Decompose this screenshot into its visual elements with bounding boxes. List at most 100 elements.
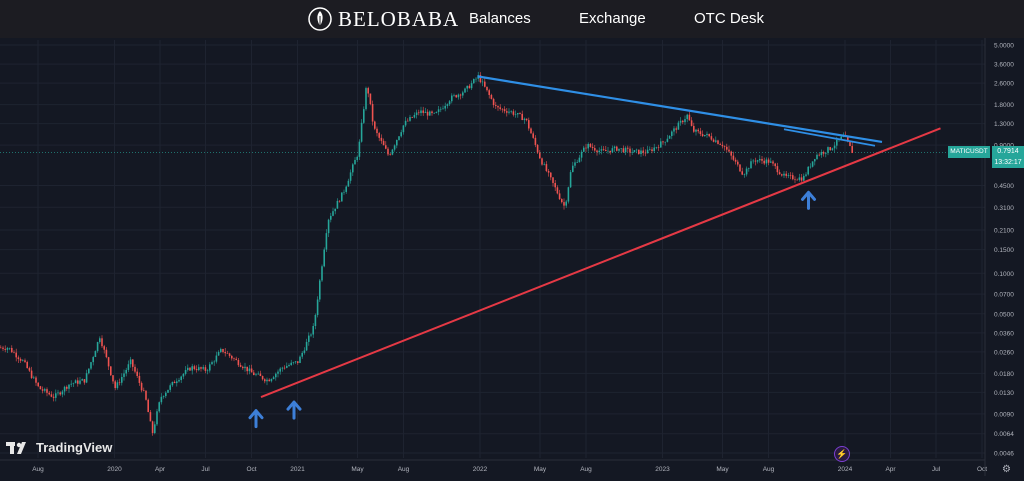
candle-body	[231, 355, 233, 359]
candle-body	[745, 168, 748, 175]
candle-body	[682, 120, 684, 123]
y-tick-label: 0.0500	[994, 311, 1014, 318]
candle-body	[486, 86, 488, 91]
candle-body	[415, 112, 418, 115]
candle-body	[457, 94, 460, 98]
candle-body	[657, 147, 660, 148]
candle-body	[772, 161, 774, 164]
candle-body	[385, 145, 387, 149]
candle-body	[770, 161, 772, 163]
price-chart[interactable]: 5.00003.60002.60001.80001.30000.90000.45…	[0, 38, 1024, 476]
candle-body	[699, 131, 702, 135]
candle-body	[180, 376, 182, 381]
candle-body	[308, 335, 310, 342]
nav-balances[interactable]: Balances	[469, 10, 531, 27]
candle-body	[728, 149, 730, 152]
candle-body	[198, 367, 200, 371]
y-tick-label: 0.1000	[994, 271, 1014, 278]
candle-body	[778, 172, 781, 175]
candle-body	[347, 180, 350, 187]
x-tick-label: Aug	[580, 466, 592, 473]
y-tick-label: 0.0046	[994, 451, 1014, 458]
candle-body	[19, 359, 22, 361]
brand-logo[interactable]: BELOBABA	[308, 5, 459, 33]
lightning-icon[interactable]: ⚡	[834, 446, 850, 462]
candle-body	[305, 341, 308, 351]
symbol-badge: MATICUSDT	[948, 146, 990, 168]
candle-body	[787, 175, 790, 176]
candle-body	[380, 137, 383, 141]
candle-body	[484, 81, 486, 87]
y-tick-label: 3.6000	[994, 62, 1014, 69]
candle-body	[635, 149, 638, 151]
candle-body	[55, 393, 57, 398]
candle-body	[488, 90, 490, 95]
candle-body	[686, 114, 688, 120]
candle-body	[624, 147, 627, 153]
candle-body	[299, 356, 301, 363]
candle-body	[103, 346, 105, 350]
candle-body	[61, 391, 64, 395]
candle-body	[246, 366, 248, 372]
candle-body	[393, 145, 396, 150]
candle-body	[356, 156, 358, 160]
candle-body	[525, 118, 528, 121]
x-tick-label: May	[351, 466, 364, 473]
nav-otc-desk[interactable]: OTC Desk	[694, 10, 765, 27]
candle-body	[567, 187, 570, 202]
candle-body	[114, 381, 116, 389]
candle-body	[327, 219, 330, 234]
candle-body	[831, 148, 834, 151]
candle-body	[523, 118, 526, 121]
candle-body	[715, 140, 717, 142]
candle-body	[85, 373, 88, 383]
candle-body	[90, 362, 92, 369]
candle-body	[314, 315, 317, 326]
candle-body	[591, 146, 594, 149]
candle-body	[400, 132, 402, 137]
gear-icon[interactable]: ⚙	[1002, 464, 1011, 475]
candle-body	[325, 233, 328, 250]
candle-body	[151, 421, 154, 434]
candle-body	[774, 163, 776, 167]
candle-body	[145, 390, 147, 400]
candle-body	[466, 85, 468, 89]
candle-body	[165, 392, 167, 397]
candle-body	[35, 377, 37, 383]
candle-body	[789, 175, 792, 176]
candle-body	[37, 382, 39, 387]
candle-body	[605, 150, 607, 152]
candle-body	[673, 128, 675, 132]
candle-body	[585, 147, 587, 149]
candle-body	[598, 150, 600, 153]
candle-body	[99, 338, 101, 343]
candle-body	[360, 122, 363, 142]
candle-body	[693, 125, 695, 132]
candle-body	[448, 101, 451, 105]
candle-body	[741, 171, 743, 175]
x-tick-label: Apr	[885, 466, 896, 473]
candle-body	[816, 154, 818, 160]
candle-body	[543, 164, 545, 165]
nav-exchange[interactable]: Exchange	[579, 10, 646, 27]
candle-body	[475, 78, 477, 80]
candle-body	[48, 392, 50, 395]
candle-body	[792, 175, 794, 180]
candle-body	[510, 111, 512, 112]
candle-body	[508, 111, 510, 113]
candle-body	[116, 382, 119, 389]
candle-body	[827, 147, 829, 153]
candle-body	[695, 129, 697, 132]
tradingview-logo-icon	[6, 441, 26, 454]
candle-body	[77, 380, 79, 384]
y-tick-label: 0.0700	[994, 292, 1014, 299]
candle-body	[143, 390, 145, 391]
candle-body	[160, 396, 163, 403]
candle-body	[710, 136, 713, 140]
candle-body	[253, 372, 255, 376]
candle-body	[2, 347, 4, 349]
candle-body	[0, 347, 2, 349]
candle-body	[391, 149, 394, 155]
price-chart-svg[interactable]: 5.00003.60002.60001.80001.30000.90000.45…	[0, 38, 1024, 476]
candle-body	[138, 375, 141, 383]
